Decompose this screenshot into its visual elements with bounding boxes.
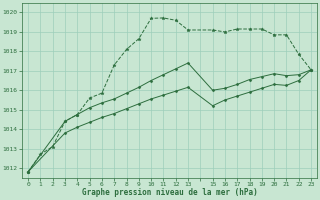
X-axis label: Graphe pression niveau de la mer (hPa): Graphe pression niveau de la mer (hPa) <box>82 188 258 197</box>
